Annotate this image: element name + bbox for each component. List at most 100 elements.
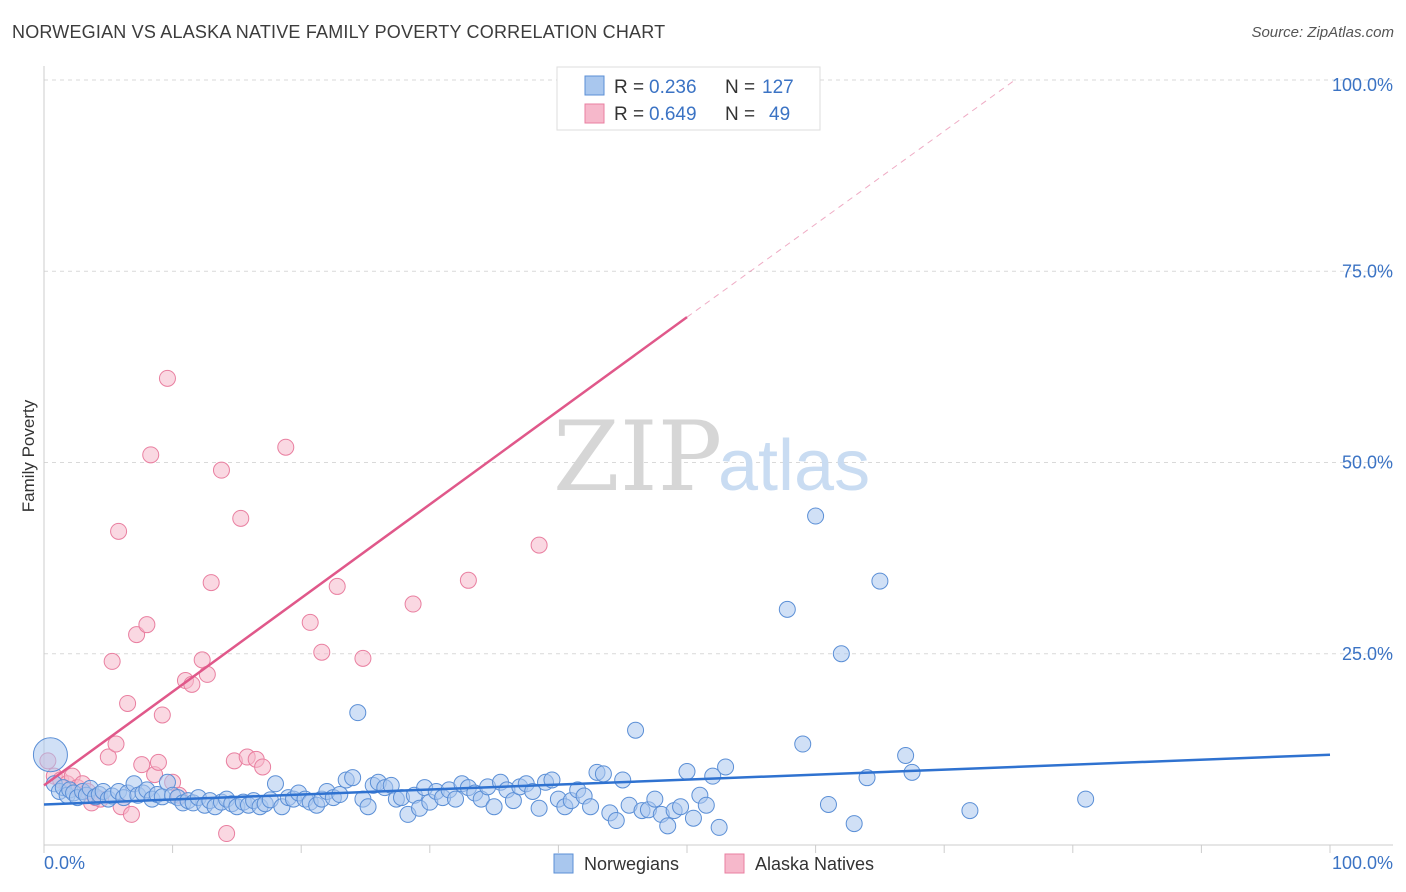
alaska-point	[128, 626, 146, 644]
alaska-point	[459, 571, 477, 589]
alaska-point	[158, 369, 176, 387]
norwegian-point	[845, 815, 863, 833]
alaska-point	[328, 577, 346, 595]
norwegian-point	[961, 802, 979, 820]
norwegian-point	[697, 796, 715, 814]
series-legend: Norwegians Alaska Natives	[553, 853, 874, 874]
norwegian-point	[607, 812, 625, 830]
norwegian-point	[504, 792, 522, 810]
norwegian-point	[331, 786, 349, 804]
y-tick-labels: 25.0% 50.0% 75.0% 100.0%	[1332, 75, 1393, 664]
alaska-point	[198, 665, 216, 683]
norwegian-point	[359, 798, 377, 816]
norwegian-point	[659, 817, 677, 835]
norwegian-point	[524, 782, 542, 800]
bottom-swatch-alaska	[724, 853, 745, 874]
legend-r-label-2: R =	[614, 104, 644, 125]
legend-r-value-1: 0.236	[649, 77, 697, 98]
norwegian-point	[582, 798, 600, 816]
alaska-point	[133, 756, 151, 774]
alaska-point	[99, 748, 117, 766]
norwegian-point	[266, 775, 284, 793]
norwegian-point	[614, 771, 632, 789]
x-tick-max: 100.0%	[1332, 853, 1393, 873]
alaska-trend-line	[43, 316, 688, 787]
y-tick-label: 100.0%	[1332, 75, 1393, 95]
legend-n-value-2: 49	[769, 104, 790, 125]
bottom-swatch-norwegians	[553, 853, 574, 874]
norwegian-point	[344, 769, 362, 787]
norwegian-point	[627, 721, 645, 739]
norwegian-point	[447, 790, 465, 808]
alaska-point	[301, 613, 319, 631]
gridlines	[44, 79, 1393, 655]
alaska-point	[313, 643, 331, 661]
alaska-point	[232, 509, 250, 527]
norwegian-point	[530, 799, 548, 817]
norwegian-point	[794, 735, 812, 753]
norwegian-point	[672, 798, 690, 816]
legend-n-label-1: N =	[725, 77, 755, 98]
alaska-point	[212, 461, 230, 479]
legend-r-label-1: R =	[614, 77, 644, 98]
alaska-point	[110, 522, 128, 540]
alaska-point	[122, 805, 140, 823]
norwegian-point	[871, 572, 889, 590]
alaska-point	[354, 649, 372, 667]
norwegian-point	[485, 798, 503, 816]
y-tick-label: 75.0%	[1342, 261, 1393, 281]
norwegian-point	[778, 600, 796, 618]
norwegian-points	[32, 507, 1095, 836]
norwegian-point	[1077, 790, 1095, 808]
legend-swatch-norwegians	[584, 75, 605, 96]
alaska-point	[530, 536, 548, 554]
alaska-point	[138, 616, 156, 634]
alaska-points	[39, 71, 652, 843]
alaska-point	[218, 825, 236, 843]
watermark-atlas: atlas	[718, 426, 870, 506]
legend-swatch-alaska	[584, 103, 605, 124]
norwegian-point	[832, 645, 850, 663]
norwegian-trend-line	[43, 753, 1331, 806]
trend-lines	[43, 79, 1331, 806]
bottom-label-norwegians: Norwegians	[584, 854, 679, 874]
alaska-point	[202, 574, 220, 592]
axes	[43, 66, 1393, 853]
norwegian-point	[684, 809, 702, 827]
legend-n-value-1: 127	[762, 77, 794, 98]
alaska-point	[277, 438, 295, 456]
alaska-point	[103, 652, 121, 670]
norwegian-point	[819, 795, 837, 813]
alaska-point	[107, 735, 125, 753]
alaska-point	[254, 758, 272, 776]
chart-title: NORWEGIAN VS ALASKA NATIVE FAMILY POVERT…	[12, 22, 666, 42]
norwegian-point	[32, 737, 68, 773]
watermark-zip: ZIP	[553, 401, 722, 513]
y-axis-title: Family Poverty	[19, 399, 38, 512]
watermark: ZIP atlas	[553, 401, 870, 513]
norwegian-point	[717, 758, 735, 776]
alaska-point	[149, 753, 167, 771]
norwegian-point	[594, 765, 612, 783]
alaska-point	[404, 595, 422, 613]
x-tick-min: 0.0%	[44, 853, 85, 873]
correlation-legend: R = 0.236 N = 127 R = 0.649 N = 49	[556, 66, 821, 131]
alaska-point	[153, 706, 171, 724]
y-tick-label: 50.0%	[1342, 453, 1393, 473]
y-tick-label: 25.0%	[1342, 644, 1393, 664]
alaska-trend-extension	[686, 79, 1016, 318]
norwegian-point	[704, 767, 722, 785]
norwegian-point	[646, 790, 664, 808]
norwegian-point	[807, 507, 825, 525]
alaska-point	[142, 446, 160, 464]
norwegian-point	[897, 746, 915, 764]
bottom-label-alaska: Alaska Natives	[755, 854, 874, 874]
legend-n-label-2: N =	[725, 104, 755, 125]
norwegian-point	[678, 763, 696, 781]
legend-r-value-2: 0.649	[649, 104, 697, 125]
norwegian-point	[710, 818, 728, 836]
alaska-point	[119, 694, 137, 712]
source-credit: Source: ZipAtlas.com	[1251, 24, 1394, 41]
norwegian-point	[349, 704, 367, 722]
